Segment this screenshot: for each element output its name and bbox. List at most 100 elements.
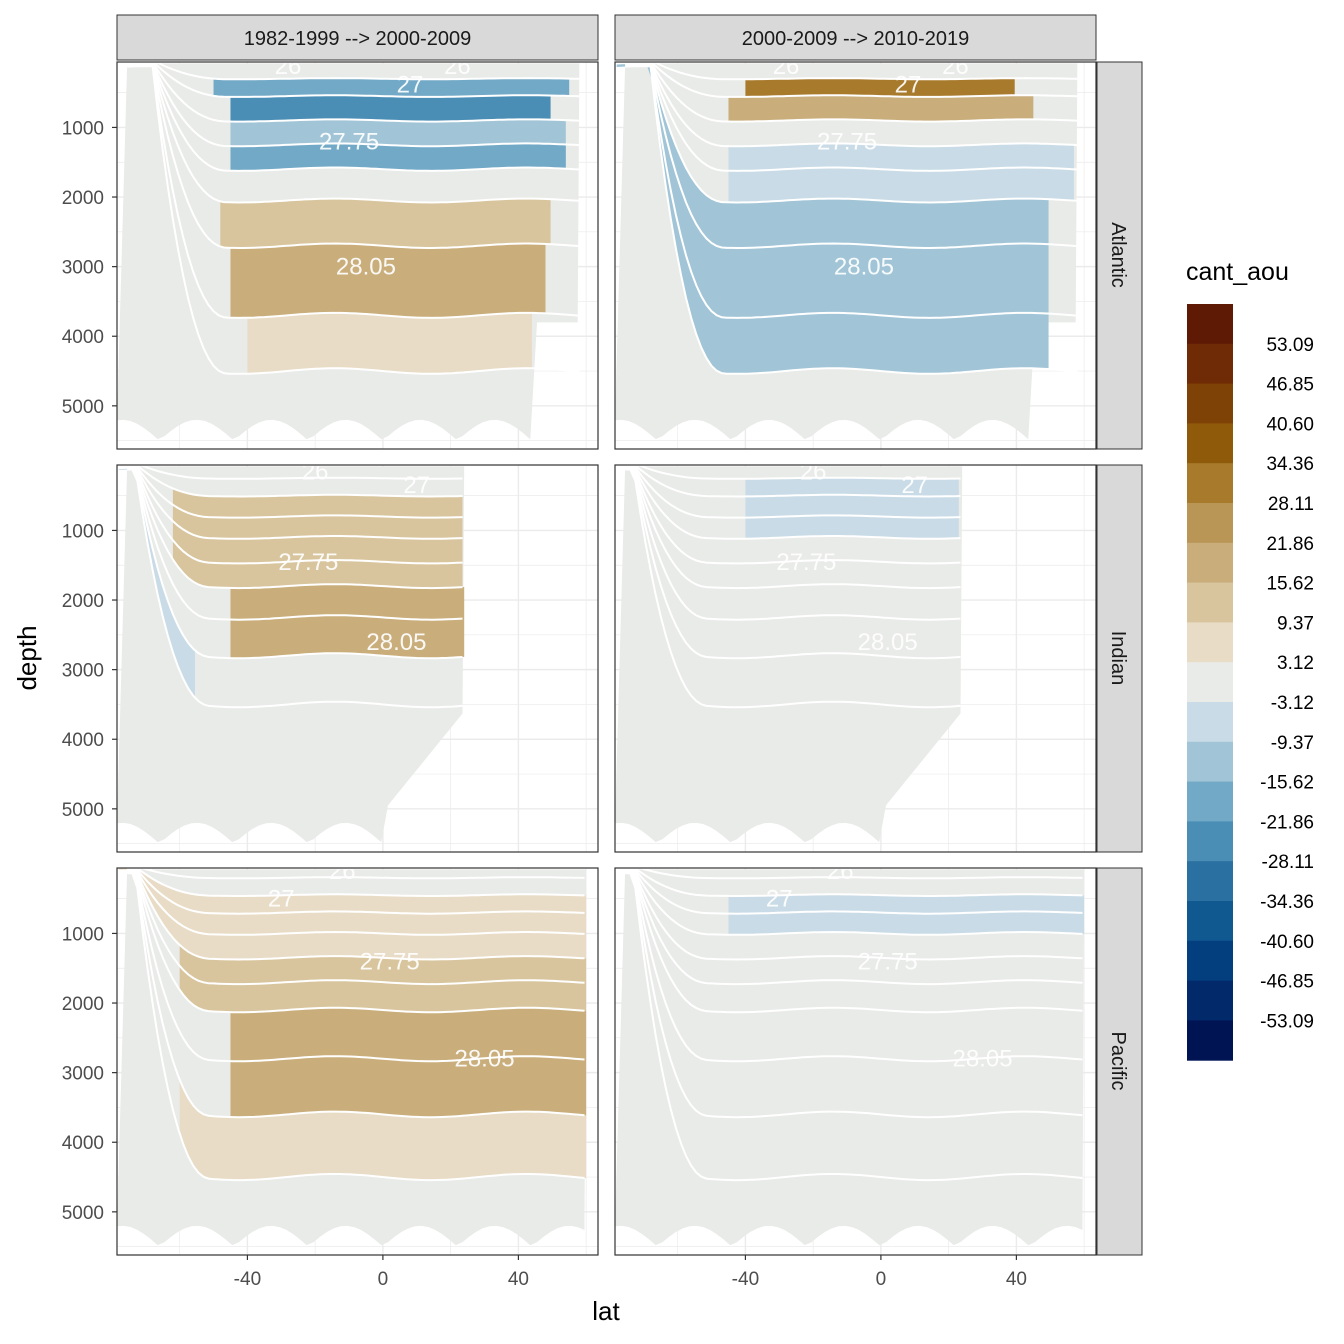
- isopycnal-label: 26: [773, 53, 800, 80]
- isopycnal-line: [127, 64, 580, 319]
- ocean-neutral-field: [615, 466, 963, 843]
- isopycnal-line: [127, 62, 580, 123]
- legend-swatch: [1187, 582, 1233, 623]
- isopycnal-line: [127, 465, 463, 519]
- isopycnal-line: [625, 465, 961, 519]
- legend-swatch: [1187, 463, 1233, 504]
- legend-label: 28.11: [1268, 494, 1314, 515]
- isopycnal-line: [625, 62, 1078, 148]
- isopycnal-line: [630, 868, 1083, 897]
- isopycnal-line: [625, 62, 1078, 172]
- isopycnal-label: 28.05: [834, 254, 894, 281]
- x-tick-label: -40: [234, 1269, 261, 1290]
- isopycnal-label: 26: [329, 858, 356, 885]
- legend-label: 9.37: [1277, 613, 1314, 634]
- isopycnal-lines: [625, 465, 961, 709]
- legend-swatch: [1187, 861, 1233, 902]
- x-tick-label: 0: [378, 1269, 389, 1290]
- isopycnal-label: 27: [268, 886, 295, 913]
- y-axis-title: depth: [12, 625, 42, 690]
- isopycnal-line: [127, 872, 585, 1182]
- isopycnal-line: [127, 869, 585, 1014]
- y-tick-label: 4000: [62, 327, 104, 348]
- isopycnal-label: 27: [397, 71, 424, 98]
- isopycnal-line: [636, 868, 1083, 880]
- negative-band: [728, 894, 1085, 935]
- isopycnal-line: [138, 868, 585, 880]
- legend-label: 53.09: [1266, 335, 1314, 356]
- isopycnal-label: 26: [942, 53, 969, 80]
- x-tick-label: -40: [732, 1269, 759, 1290]
- isopycnal-line: [127, 868, 585, 961]
- negative-band: [745, 477, 959, 539]
- strip-column-2: 2000-2009 --> 2010-2019: [742, 28, 969, 50]
- isopycnal-line: [137, 465, 463, 480]
- isopycnal-line: [625, 868, 1083, 961]
- isopycnal-line: [127, 466, 463, 621]
- positive-band: [179, 1079, 587, 1181]
- isopycnal-line: [127, 465, 463, 565]
- isopycnal-lines: [625, 62, 1078, 375]
- x-axis-ticks: -40 0 40 -40 0 40: [234, 1255, 1027, 1290]
- y-tick-label: 3000: [62, 661, 104, 682]
- positive-band: [230, 1007, 587, 1118]
- x-axis-title: lat: [592, 1296, 620, 1326]
- isopycnal-label: 27.75: [776, 549, 836, 576]
- isopycnal-label: 27.75: [360, 948, 420, 975]
- legend-label: 15.62: [1266, 574, 1314, 595]
- legend-swatch: [1187, 423, 1233, 464]
- negative-band: [230, 143, 566, 171]
- isopycnal-line: [127, 62, 580, 148]
- legend-swatch: [1187, 343, 1233, 385]
- y-tick-label: 5000: [62, 1203, 104, 1224]
- legend-swatch: [1187, 542, 1233, 584]
- isopycnal-line: [154, 62, 580, 81]
- positive-band: [179, 944, 587, 1013]
- isopycnal-line: [127, 63, 580, 249]
- isopycnal-label: 27.75: [278, 549, 338, 576]
- isopycnal-line: [132, 868, 585, 897]
- negative-band: [616, 63, 1049, 374]
- isopycnal-label: 27.75: [319, 128, 379, 155]
- legend-swatch: [1187, 741, 1233, 783]
- y-tick-label: 2000: [62, 994, 104, 1015]
- legend-swatch: [1187, 980, 1233, 1021]
- isopycnal-line: [127, 62, 580, 172]
- isopycnal-line: [152, 62, 580, 98]
- isopycnal-label: 27: [403, 472, 430, 499]
- isopycnal-line: [650, 62, 1078, 98]
- legend-labels: 53.09 46.85 40.60 34.36 28.11 21.86 15.62 9.37 3…: [1260, 335, 1314, 1033]
- legend-label: 21.86: [1266, 534, 1314, 555]
- isopycnal-label: 27: [895, 71, 922, 98]
- isopycnal-line: [625, 467, 961, 660]
- panel-border: [614, 61, 1097, 450]
- x-tick-label: 40: [1006, 1269, 1027, 1290]
- isopycnal-line: [625, 870, 1083, 1063]
- panel-indian-1: 26 27 27.75 28.05: [116, 464, 599, 853]
- y-tick-label: 2000: [62, 188, 104, 209]
- y-tick-label: 1000: [62, 924, 104, 945]
- isopycnal-line: [127, 868, 585, 936]
- legend-swatch: [1187, 304, 1233, 345]
- isopycnal-line: [132, 465, 463, 498]
- isopycnal-line: [625, 65, 1078, 375]
- panel-indian-2: 26 27 27.75 28.05: [614, 464, 1097, 853]
- y-tick-label: 2000: [62, 591, 104, 612]
- legend-swatch: [1187, 940, 1233, 982]
- contour-field: 26 27 27.75 28.05: [615, 465, 963, 843]
- isopycnal-line: [625, 468, 961, 709]
- isopycnal-line: [625, 869, 1083, 1014]
- strip-row-indian: Indian: [1107, 631, 1129, 686]
- legend-label: -46.85: [1260, 972, 1314, 993]
- isopycnal-label: 28.05: [454, 1046, 514, 1073]
- y-tick-label: 1000: [62, 118, 104, 139]
- isopycnal-lines: [625, 868, 1083, 1182]
- contour-field: 26 26 27 27.75 28.05: [615, 53, 1078, 440]
- isopycnal-line: [127, 62, 580, 204]
- positive-band: [247, 312, 532, 374]
- legend-swatch: [1187, 1020, 1233, 1061]
- isopycnal-line: [625, 465, 961, 590]
- panel-atlantic-1: 26 26 27 27.75 28.05: [116, 61, 599, 450]
- negative-band: [213, 78, 570, 97]
